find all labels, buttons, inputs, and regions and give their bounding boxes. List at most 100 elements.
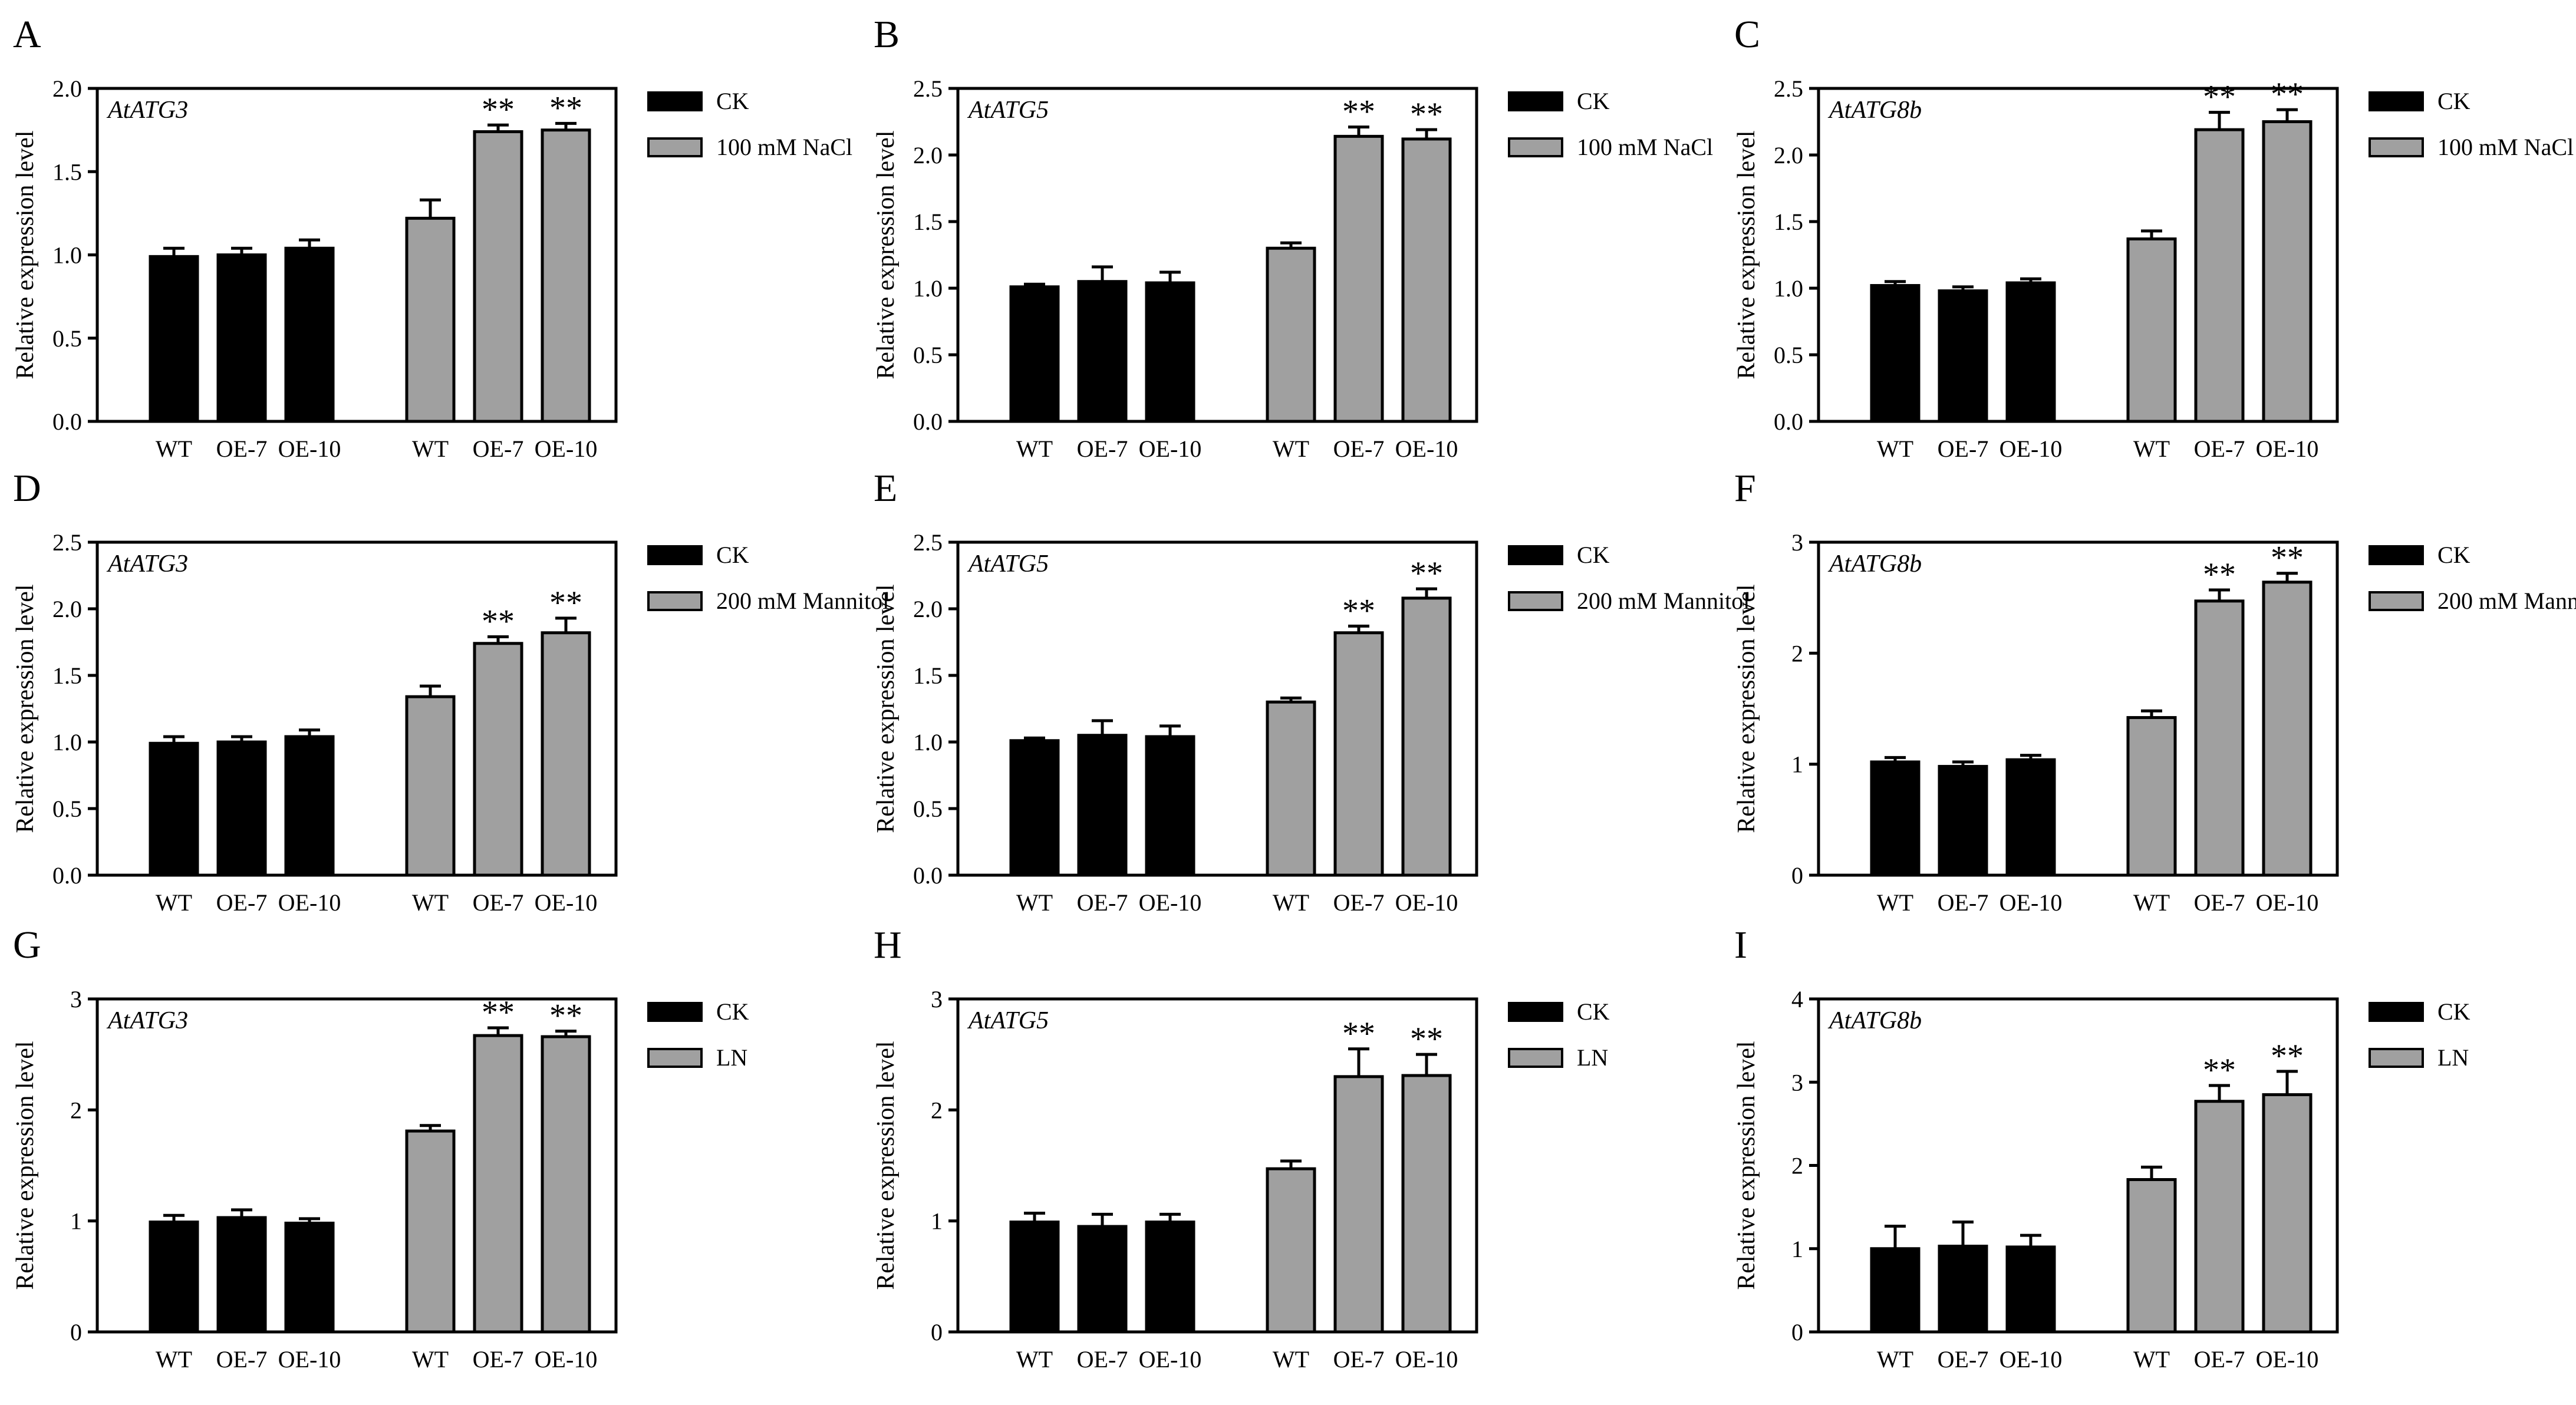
y-axis-label: Relative expression level bbox=[12, 1041, 39, 1289]
y-tick-label: 0 bbox=[931, 1319, 943, 1345]
x-tick-label: OE-7 bbox=[1077, 1346, 1128, 1373]
legend-label-ck: CK bbox=[2437, 88, 2470, 114]
x-tick-label: OE-7 bbox=[473, 436, 524, 462]
x-tick-label: WT bbox=[156, 1346, 192, 1373]
y-tick-label: 2.5 bbox=[913, 529, 943, 556]
bar-oe-10-treatment bbox=[2262, 581, 2313, 877]
x-tick-label: WT bbox=[1273, 436, 1309, 462]
legend-swatch-treatment bbox=[1508, 137, 1563, 157]
legend-swatch-ck bbox=[1508, 91, 1563, 111]
y-tick-label: 1 bbox=[1791, 1236, 1803, 1262]
x-tick-label: OE-7 bbox=[1938, 889, 1989, 916]
significance-marker: ** bbox=[1342, 592, 1375, 629]
x-tick-label: OE-7 bbox=[473, 889, 524, 916]
x-tick-label: WT bbox=[1877, 889, 1913, 916]
bar-wt-ck bbox=[1009, 285, 1060, 423]
x-tick-label: OE-7 bbox=[216, 889, 268, 916]
panel-letter: C bbox=[1734, 13, 1760, 56]
x-tick-label: WT bbox=[412, 889, 449, 916]
x-tick-label: WT bbox=[412, 436, 449, 462]
bar-oe-7-ck bbox=[216, 1216, 267, 1334]
y-axis-label: Relative expression level bbox=[1733, 130, 1760, 379]
legend-label-ck: CK bbox=[1577, 998, 1610, 1025]
y-tick-label: 1.5 bbox=[913, 209, 943, 235]
y-tick-label: 3 bbox=[1791, 529, 1803, 556]
y-axis-label: Relative expression level bbox=[12, 130, 39, 379]
bar-wt-ck bbox=[1009, 1221, 1060, 1334]
y-tick-label: 0.5 bbox=[1774, 342, 1803, 368]
y-tick-label: 3 bbox=[1791, 1069, 1803, 1096]
significance-marker: ** bbox=[1342, 94, 1375, 130]
x-tick-label: WT bbox=[156, 436, 192, 462]
significance-marker: ** bbox=[549, 90, 582, 126]
y-axis-label: Relative expression level bbox=[12, 584, 39, 833]
legend-label-treatment: LN bbox=[2437, 1044, 2469, 1071]
y-tick-label: 0.0 bbox=[1774, 408, 1803, 435]
x-tick-label: OE-7 bbox=[1333, 1346, 1385, 1373]
y-tick-label: 2.0 bbox=[913, 142, 943, 169]
gene-label: AtATG5 bbox=[967, 1007, 1049, 1034]
significance-marker: ** bbox=[2203, 1052, 2236, 1089]
panel-letter: H bbox=[874, 924, 902, 967]
axes-frame bbox=[956, 997, 1478, 1334]
bar-oe-10-treatment bbox=[541, 631, 591, 877]
bar-oe-10-treatment bbox=[1401, 596, 1452, 877]
gene-label: AtATG3 bbox=[106, 550, 188, 578]
bar-oe-10-treatment bbox=[1401, 1074, 1452, 1334]
y-tick-label: 2.0 bbox=[52, 75, 82, 102]
bar-oe-7-treatment bbox=[473, 642, 523, 877]
x-tick-label: OE-7 bbox=[1077, 889, 1128, 916]
bar-oe-7-ck bbox=[1077, 1225, 1128, 1334]
y-tick-label: 2 bbox=[1791, 640, 1803, 667]
panel-letter: B bbox=[874, 13, 900, 56]
bar-wt-treatment bbox=[405, 1129, 456, 1334]
significance-marker: ** bbox=[1410, 1021, 1443, 1057]
bar-oe-7-ck bbox=[1077, 734, 1128, 877]
y-axis-label: Relative expression level bbox=[1733, 584, 1760, 833]
legend-swatch-ck bbox=[1508, 545, 1563, 565]
legend-swatch-treatment bbox=[1508, 1048, 1563, 1068]
gene-label: AtATG8b bbox=[1827, 1007, 1922, 1034]
y-tick-label: 0.0 bbox=[52, 408, 82, 435]
legend-swatch-treatment bbox=[2369, 591, 2424, 611]
x-tick-label: WT bbox=[2133, 436, 2170, 462]
bar-wt-ck bbox=[1009, 739, 1060, 877]
panel-E: E 0.0 0.5 1.0 1.5 2.0 2.5 Relative expression l… bbox=[872, 467, 1750, 916]
gene-label: AtATG3 bbox=[106, 97, 188, 124]
legend-swatch-ck bbox=[2369, 91, 2424, 111]
x-tick-label: WT bbox=[412, 1346, 449, 1373]
panel-F: F 0 1 2 3 Relative expression level AtATG8b WT O… bbox=[1733, 467, 2576, 916]
bar-wt-treatment bbox=[2126, 237, 2177, 423]
legend-label-treatment: 200 mM Mannitol bbox=[716, 588, 889, 614]
x-tick-label: OE-7 bbox=[1938, 1346, 1989, 1373]
bar-oe-7-ck bbox=[1077, 280, 1128, 423]
x-tick-label: WT bbox=[1016, 1346, 1053, 1373]
bar-oe-10-ck bbox=[284, 246, 335, 423]
bar-wt-ck bbox=[1870, 760, 1921, 877]
panel-letter: D bbox=[13, 467, 41, 510]
y-tick-label: 0.5 bbox=[52, 325, 82, 352]
x-tick-label: OE-10 bbox=[278, 436, 341, 462]
y-tick-label: 1 bbox=[1791, 751, 1803, 778]
y-tick-label: 0 bbox=[70, 1319, 82, 1345]
legend-label-treatment: 200 mM Mannitol bbox=[1577, 588, 1750, 614]
y-tick-label: 0 bbox=[1791, 862, 1803, 889]
x-tick-label: OE-7 bbox=[2194, 436, 2245, 462]
significance-marker: ** bbox=[482, 603, 515, 639]
y-tick-label: 1.5 bbox=[913, 662, 943, 689]
x-tick-label: WT bbox=[1273, 1346, 1309, 1373]
y-axis-label: Relative expression level bbox=[872, 1041, 900, 1289]
legend-label-ck: CK bbox=[2437, 998, 2470, 1025]
bar-oe-10-treatment bbox=[1401, 137, 1452, 423]
x-tick-label: WT bbox=[1877, 1346, 1913, 1373]
legend-swatch-ck bbox=[647, 545, 703, 565]
bar-wt-treatment bbox=[1266, 700, 1316, 877]
significance-marker: ** bbox=[1410, 555, 1443, 592]
x-tick-label: OE-10 bbox=[1395, 889, 1458, 916]
bar-wt-treatment bbox=[2126, 1178, 2177, 1334]
bar-oe-10-treatment bbox=[2262, 1093, 2313, 1334]
significance-marker: ** bbox=[482, 994, 515, 1031]
bar-oe-7-treatment bbox=[473, 130, 523, 423]
legend-label-treatment: 100 mM NaCl bbox=[1577, 134, 1713, 160]
